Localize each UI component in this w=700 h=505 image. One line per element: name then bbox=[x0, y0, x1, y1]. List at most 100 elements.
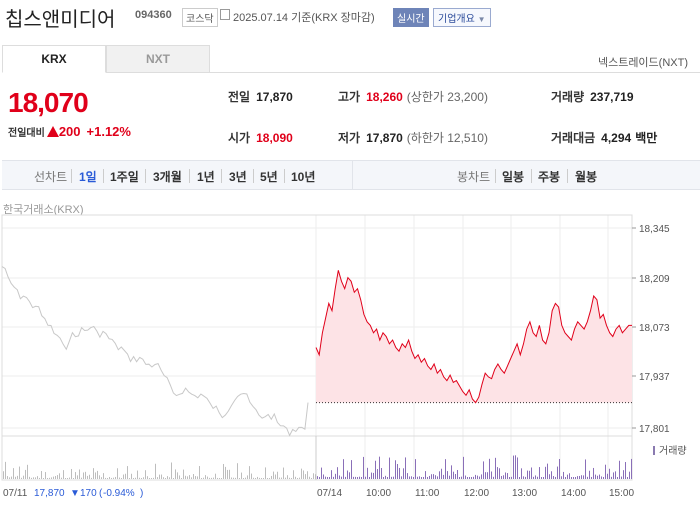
volume-bar bbox=[303, 470, 304, 479]
exchange-tabs: KRX NXT bbox=[2, 45, 210, 73]
volume-bar bbox=[471, 476, 472, 479]
volume-bar bbox=[25, 469, 26, 479]
volume-bar bbox=[535, 475, 536, 479]
volume-bar bbox=[221, 477, 222, 479]
volume-bar bbox=[483, 461, 484, 479]
volume-legend-icon bbox=[653, 446, 655, 455]
volume-bar bbox=[33, 477, 34, 479]
volume-bar bbox=[617, 477, 618, 479]
volume-bar bbox=[375, 460, 376, 479]
volume-bar bbox=[297, 477, 298, 479]
volume-bar bbox=[547, 463, 548, 479]
volume-bar bbox=[91, 477, 92, 479]
period-5y-button[interactable]: 5년 bbox=[260, 170, 278, 184]
tab-nxt[interactable]: NXT bbox=[106, 45, 210, 73]
x-tick-label: 13:00 bbox=[512, 488, 537, 499]
volume-bar bbox=[449, 475, 450, 479]
volume-bar bbox=[605, 464, 606, 479]
volume-bar bbox=[149, 477, 150, 479]
volume-bar bbox=[235, 477, 236, 479]
divider bbox=[221, 169, 222, 183]
volume-bar bbox=[333, 476, 334, 479]
volume-bar bbox=[497, 467, 498, 479]
tab-krx[interactable]: KRX bbox=[2, 45, 106, 73]
period-10y-button[interactable]: 10년 bbox=[291, 170, 316, 184]
tab-divider bbox=[210, 72, 700, 73]
volume-bar bbox=[621, 476, 622, 479]
x-axis: 07/14 10:00 11:00 12:00 13:00 14:00 15:00 bbox=[317, 488, 634, 499]
volume-bar bbox=[9, 477, 10, 479]
up-arrow-icon bbox=[46, 126, 59, 137]
volume-bar bbox=[373, 472, 374, 479]
volume-bar bbox=[387, 476, 388, 479]
volume-bar bbox=[267, 477, 268, 479]
volume-bar bbox=[285, 477, 286, 479]
volume-bar bbox=[75, 472, 76, 479]
volume-bar bbox=[475, 474, 476, 479]
volume-bar bbox=[435, 475, 436, 479]
period-1y-button[interactable]: 1년 bbox=[197, 170, 215, 184]
volume-bar bbox=[171, 462, 172, 479]
divider bbox=[145, 169, 146, 183]
volume-bar bbox=[57, 475, 58, 479]
exchange-label: 한국거래소(KRX) bbox=[3, 204, 84, 216]
volume-bar bbox=[369, 476, 370, 479]
divider bbox=[103, 169, 104, 183]
divider bbox=[495, 169, 496, 183]
volume-bar bbox=[317, 476, 318, 479]
stat-value: 17,870 bbox=[366, 131, 403, 145]
candle-monthly-button[interactable]: 월봉 bbox=[575, 170, 598, 184]
period-3y-button[interactable]: 3년 bbox=[229, 170, 247, 184]
nexttrade-link[interactable]: 넥스트레이드(NXT) bbox=[597, 57, 688, 69]
volume-bar bbox=[93, 468, 94, 479]
divider bbox=[189, 169, 190, 183]
period-1w-button[interactable]: 1주일 bbox=[110, 170, 139, 184]
volume-bar bbox=[165, 477, 166, 479]
volume-bar bbox=[555, 476, 556, 479]
volume-bar bbox=[61, 477, 62, 479]
volume-bar bbox=[79, 469, 80, 479]
realtime-button[interactable]: 실시간 bbox=[393, 8, 429, 27]
volume-bar bbox=[309, 476, 310, 479]
volume-bar bbox=[437, 476, 438, 479]
volume-bar bbox=[133, 477, 134, 479]
volume-bar bbox=[241, 472, 242, 479]
volume-bar bbox=[509, 476, 510, 479]
y-tick-label: 18,345 bbox=[639, 224, 670, 235]
company-overview-dropdown[interactable]: 기업개요 ▼ bbox=[433, 8, 491, 27]
volume-bar bbox=[19, 466, 20, 479]
volume-bar bbox=[377, 469, 378, 479]
volume-bar bbox=[431, 474, 432, 479]
volume-bar bbox=[271, 475, 272, 479]
candle-weekly-button[interactable]: 주봉 bbox=[538, 170, 561, 184]
volume-bar bbox=[411, 476, 412, 479]
volume-bar bbox=[353, 476, 354, 479]
stat-label: 거래대금 bbox=[551, 131, 596, 145]
volume-bar bbox=[111, 477, 112, 479]
period-1d-button[interactable]: 1일 bbox=[79, 170, 97, 184]
volume-bar bbox=[125, 473, 126, 479]
calendar-icon bbox=[220, 9, 230, 20]
volume-bar bbox=[27, 464, 28, 479]
change-label: 전일대비 bbox=[8, 128, 45, 139]
volume-bar bbox=[73, 477, 74, 479]
volume-bar bbox=[253, 477, 254, 479]
volume-bar bbox=[31, 477, 32, 479]
volume-bar bbox=[505, 472, 506, 479]
volume-bar bbox=[137, 470, 138, 479]
volume-bar bbox=[205, 475, 206, 479]
volume-bar bbox=[575, 476, 576, 479]
candle-daily-button[interactable]: 일봉 bbox=[502, 170, 525, 184]
market-badge: 코스닥 bbox=[182, 8, 218, 27]
volume-bar bbox=[467, 477, 468, 479]
volume-bar bbox=[49, 477, 50, 479]
volume-bar bbox=[587, 476, 588, 479]
period-3m-button[interactable]: 3개월 bbox=[153, 170, 182, 184]
volume-bar bbox=[5, 461, 6, 479]
current-price: 18,070 bbox=[8, 87, 89, 118]
volume-bar bbox=[131, 473, 132, 479]
volume-bar bbox=[265, 467, 266, 479]
volume-bar bbox=[179, 475, 180, 479]
divider bbox=[352, 161, 353, 189]
volume-bar bbox=[245, 477, 246, 479]
